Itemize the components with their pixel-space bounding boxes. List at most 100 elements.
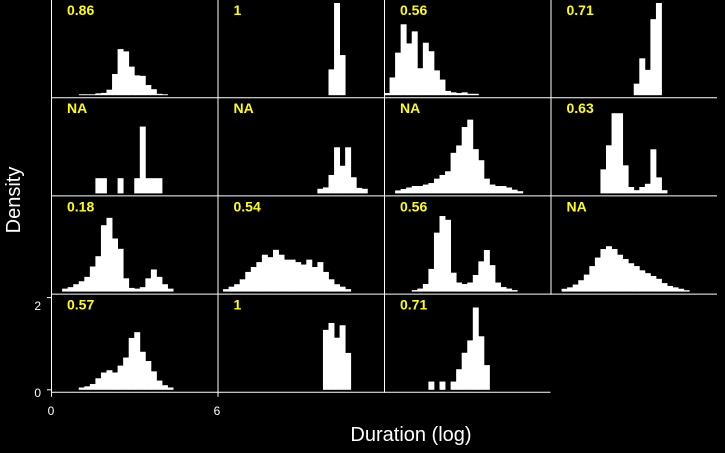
- histogram-bar: [655, 3, 662, 96]
- histogram-bar: [506, 187, 513, 194]
- histogram-bar: [239, 279, 246, 292]
- panel-8: 0.63: [550, 98, 717, 197]
- histogram-bar: [661, 190, 668, 194]
- histogram-bar: [123, 278, 130, 292]
- histogram-bar: [594, 257, 601, 292]
- histogram-bar: [334, 337, 340, 390]
- histogram-bar: [78, 94, 85, 96]
- histogram-bar: [417, 288, 424, 292]
- histogram-bar: [295, 262, 302, 292]
- y-tick-label-2: 2: [34, 299, 41, 313]
- histogram-bar: [400, 24, 407, 96]
- histogram-bar: [95, 93, 102, 96]
- histogram-bar: [89, 266, 96, 292]
- panel-1: 0.86: [51, 0, 218, 99]
- histogram-bar: [395, 190, 402, 194]
- histogram-bar: [311, 267, 318, 292]
- histogram-bar: [112, 372, 118, 390]
- histogram-bar: [267, 257, 274, 292]
- histogram-bar: [439, 174, 446, 194]
- histogram-bar: [150, 89, 157, 96]
- histogram-bar: [567, 287, 574, 292]
- histogram-bar: [134, 332, 141, 390]
- histogram-bar: [617, 113, 624, 194]
- histogram-bar: [422, 284, 429, 292]
- histogram-bar: [617, 254, 624, 292]
- histogram-bar: [89, 384, 96, 390]
- histogram-bar: [445, 90, 451, 96]
- histogram-bar: [489, 184, 496, 194]
- histogram-bar: [100, 225, 107, 292]
- histogram-bar: [134, 288, 141, 292]
- histogram-bar: [483, 178, 490, 194]
- histogram-bar: [250, 267, 257, 292]
- histogram-bar: [683, 290, 690, 292]
- histogram-bar: [667, 285, 673, 292]
- histogram-bar: [300, 264, 307, 292]
- panel-label: 1: [234, 297, 242, 313]
- histogram-bar: [472, 149, 479, 194]
- histogram-bar: [167, 387, 174, 390]
- histogram-bar: [339, 55, 346, 96]
- histogram-bar: [406, 43, 413, 96]
- panel-label: 0.56: [400, 198, 427, 214]
- histogram-bar: [467, 93, 474, 96]
- histogram-bar: [633, 190, 640, 194]
- histogram-bar: [511, 290, 518, 292]
- histogram-bar: [500, 287, 507, 292]
- histogram-bar: [328, 174, 335, 194]
- histogram-bar: [644, 183, 651, 194]
- histogram-bar: [456, 145, 463, 194]
- histogram-bar: [572, 284, 579, 292]
- histogram-bar: [411, 186, 418, 194]
- histogram-bar: [606, 246, 612, 292]
- histogram-bar: [461, 92, 468, 96]
- histogram-bar: [450, 152, 457, 194]
- histogram-bar: [84, 276, 91, 292]
- histogram-bar: [334, 3, 340, 96]
- histogram-bar: [278, 254, 285, 292]
- panel-label: 0.56: [400, 2, 427, 18]
- histogram-bar: [456, 93, 463, 96]
- histogram-bar: [339, 325, 346, 390]
- histogram-bar: [578, 280, 585, 292]
- panel-label: NA: [400, 100, 420, 116]
- histogram-bar: [67, 287, 74, 292]
- histogram-bar: [650, 19, 657, 96]
- histogram-bar: [356, 187, 363, 194]
- histogram-bar: [389, 77, 396, 96]
- histogram-bar: [128, 337, 135, 390]
- histogram-bar: [95, 256, 102, 292]
- histogram-bar: [245, 271, 252, 292]
- histogram-bar: [100, 372, 107, 390]
- histogram-bar: [322, 187, 329, 194]
- histogram-bar: [78, 281, 85, 292]
- histogram-bar: [461, 352, 468, 390]
- histogram-bar: [145, 178, 152, 194]
- histogram-bar: [600, 249, 607, 292]
- panel-label: NA: [67, 100, 87, 116]
- histogram-bar: [322, 271, 329, 292]
- histogram-bar: [322, 329, 329, 390]
- histogram-bar: [517, 191, 524, 194]
- histogram-bar: [489, 265, 496, 292]
- histogram-bar: [156, 93, 163, 96]
- histogram-bar: [633, 266, 640, 292]
- histogram-bar: [145, 85, 152, 96]
- histogram-bar: [428, 268, 435, 292]
- histogram-bar: [639, 186, 646, 194]
- histogram-bar: [439, 79, 446, 96]
- histogram-bar: [339, 286, 346, 292]
- histogram-bar: [384, 93, 390, 96]
- histogram-bar: [317, 262, 324, 292]
- y-axis-label: Density: [3, 167, 25, 234]
- histogram-bar: [395, 52, 402, 96]
- panel-label: 0.86: [67, 2, 94, 18]
- panel-label: NA: [567, 198, 587, 214]
- histogram-bar: [117, 49, 124, 96]
- histogram-bar: [78, 387, 85, 390]
- histogram-bar: [650, 149, 657, 194]
- histogram-bar: [334, 147, 340, 194]
